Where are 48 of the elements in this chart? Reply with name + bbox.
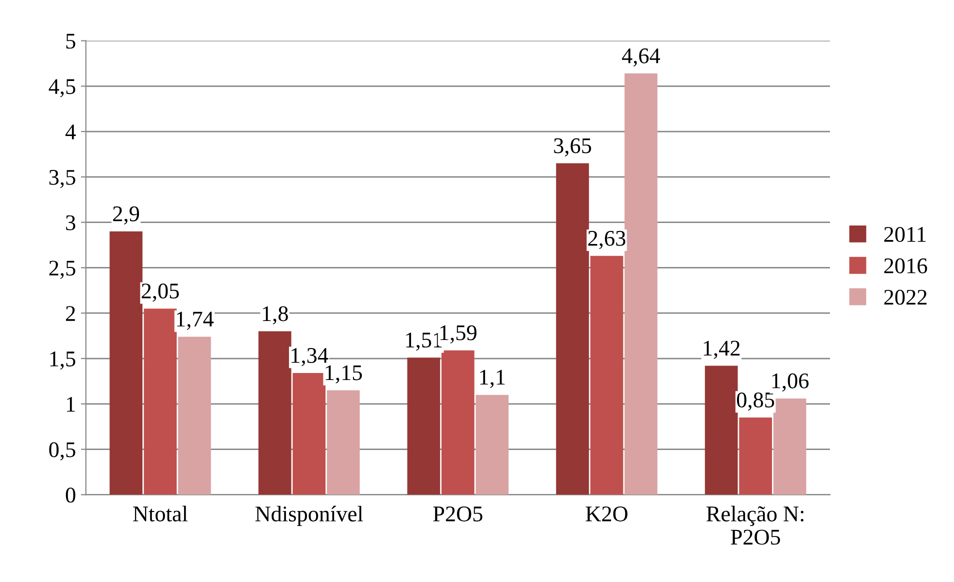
data-label: 1,1 — [480, 370, 505, 388]
bar — [144, 308, 177, 495]
y-tick-label: 1 — [66, 396, 75, 412]
y-tick-label: 0,5 — [49, 442, 76, 460]
data-label: 3,65 — [554, 138, 592, 156]
bar — [407, 358, 440, 495]
x-tick-label: Ndisponível — [255, 506, 363, 526]
bar — [326, 390, 360, 495]
legend-label: 2022 — [884, 290, 927, 305]
y-tick-label: 3,5 — [49, 170, 76, 188]
data-label: 2,9 — [113, 206, 140, 225]
y-tick-label: 4 — [65, 124, 76, 140]
y-tick-label: 2,5 — [49, 260, 76, 279]
legend-label: 2016 — [884, 258, 928, 274]
x-tick-label: K2O — [586, 506, 628, 522]
x-tick-label: P2O5 — [433, 506, 482, 522]
data-label: 1,15 — [326, 365, 362, 384]
legend-label: 2011 — [884, 226, 926, 242]
bar — [178, 336, 211, 495]
bar — [258, 331, 292, 495]
data-label: 1,74 — [177, 312, 214, 330]
data-label: 2,63 — [588, 230, 626, 250]
data-label: 1,59 — [440, 325, 476, 344]
bar — [556, 163, 589, 495]
y-tick-label: 0 — [66, 488, 76, 503]
y-tick-label: 2 — [66, 306, 75, 321]
data-label: 4,64 — [622, 48, 660, 67]
data-label: 1,8 — [262, 306, 288, 324]
y-tick-label: 1,5 — [50, 352, 76, 370]
bar — [110, 231, 142, 495]
bar — [704, 366, 738, 495]
bar — [476, 394, 509, 495]
bar — [773, 398, 806, 495]
bar — [292, 373, 326, 495]
data-label: 1,06 — [772, 373, 809, 392]
y-tick-label: 4,5 — [48, 79, 76, 98]
x-tick-label: Ntotal — [133, 506, 188, 522]
bar — [739, 418, 772, 495]
y-tick-label: 3 — [66, 215, 76, 230]
data-label: 1,34 — [292, 348, 328, 366]
bar — [590, 256, 624, 495]
y-tick-label: 5 — [66, 34, 76, 49]
bar — [441, 350, 474, 495]
data-label: 0,85 — [736, 392, 774, 411]
data-label: 2,05 — [142, 284, 179, 302]
bar — [624, 73, 658, 495]
x-tick-label: Relação N: P2O5 — [706, 506, 804, 545]
data-label: 1,42 — [704, 340, 740, 359]
